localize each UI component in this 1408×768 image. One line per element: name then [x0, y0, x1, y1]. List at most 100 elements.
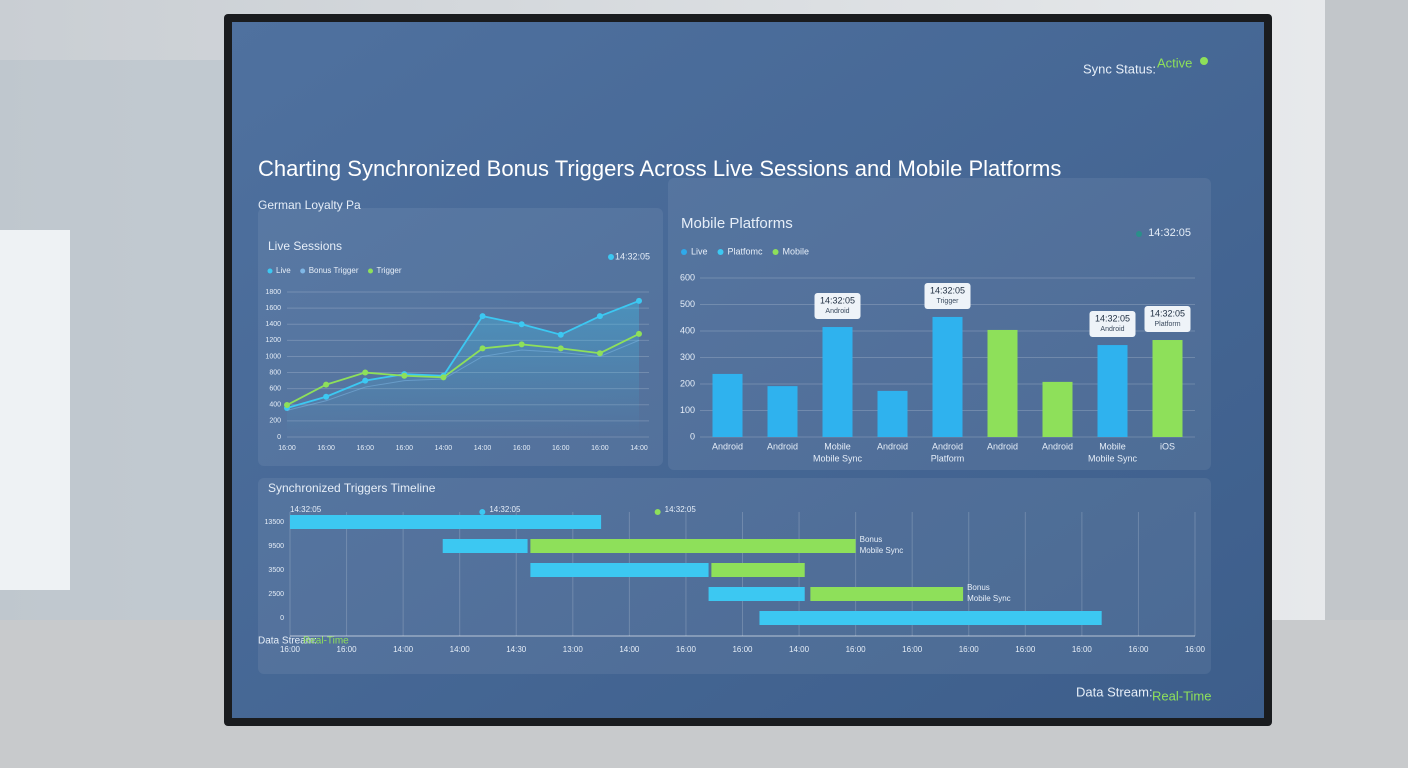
x-tick-label: 16:00 [552, 445, 570, 452]
chart-title: Live Sessions [268, 239, 342, 253]
point [401, 372, 408, 379]
footer-value: Real-Time [1152, 688, 1211, 703]
bar [1042, 381, 1073, 437]
legend-label: Platfomc [728, 246, 764, 256]
chart-title: Synchronized Triggers Timeline [268, 481, 436, 495]
x-tick-label: 16:00 [902, 645, 923, 654]
footer-label-small: Data Stream: [258, 636, 317, 647]
x-tick-label: 14:00 [393, 645, 414, 654]
x-tick-label: Android [987, 441, 1018, 451]
point [323, 393, 330, 400]
line-area [287, 300, 639, 437]
legend-dot [267, 268, 273, 274]
x-tick-label: 16:00 [280, 645, 301, 654]
point [557, 331, 564, 338]
row-label: 3500 [268, 567, 284, 574]
gantt-bar [530, 563, 709, 577]
tooltip-label: Trigger [937, 298, 960, 305]
bar [822, 327, 853, 437]
x-tick-label: Platform [931, 453, 965, 463]
gantt-bar [530, 539, 856, 553]
bar [1152, 340, 1183, 437]
footer-label: Data Stream: [1076, 684, 1153, 699]
x-tick-label: 14:30 [506, 645, 527, 654]
gantt-label: Bonus [860, 535, 883, 544]
time-dot [1136, 231, 1142, 237]
legend-dot [717, 249, 724, 255]
row-label: 0 [280, 615, 284, 622]
x-tick-label: 16:00 [396, 445, 414, 452]
x-tick-label: 16:00 [1185, 645, 1206, 654]
x-tick-label: 14:00 [435, 445, 453, 452]
bar [712, 373, 743, 437]
legend-dot [300, 268, 306, 274]
gantt-bar [810, 587, 964, 601]
line [286, 300, 640, 409]
legend-label: Live [276, 266, 291, 275]
tooltip-time: 14:32:05 [820, 295, 855, 305]
chart-title: Mobile Platforms [681, 215, 793, 232]
tooltip-label: Platform [1154, 321, 1180, 328]
point [557, 345, 564, 352]
screen [232, 22, 1264, 718]
y-tick-label: 1400 [265, 321, 281, 328]
point [479, 313, 486, 320]
x-tick-label: Android [932, 441, 963, 451]
y-tick-label: 600 [269, 386, 281, 393]
x-tick-label: Android [1042, 441, 1073, 451]
tooltip-box [924, 282, 971, 309]
tooltip-time: 14:32:05 [930, 285, 965, 295]
chart-time: 14:32:05 [615, 251, 650, 261]
tooltip-label: Android [1100, 326, 1124, 333]
point [636, 330, 642, 337]
x-tick-label: iOS [1160, 441, 1175, 451]
marker-dot [479, 509, 486, 515]
point [362, 377, 369, 384]
x-tick-label: Android [877, 441, 908, 451]
sync-label: Sync Status: [1083, 61, 1156, 76]
y-tick-label: 1800 [265, 289, 281, 296]
sync-dot [1200, 57, 1208, 65]
marker-label: 14:32:05 [290, 505, 322, 514]
point [518, 341, 525, 348]
tooltip-box [1089, 311, 1136, 338]
x-tick-label: Android [712, 441, 743, 451]
sync-value: Active [1157, 55, 1192, 70]
gantt-bar [711, 563, 805, 577]
gantt-label: Mobile Sync [967, 594, 1011, 603]
x-tick-label: 16:00 [1128, 645, 1149, 654]
x-tick-label: 14:00 [450, 645, 471, 654]
point [636, 297, 642, 304]
legend-label: Live [691, 246, 708, 256]
bar [1097, 345, 1128, 437]
y-tick-label: 100 [680, 405, 695, 415]
point [518, 321, 525, 328]
bar [767, 386, 798, 437]
x-tick-label: 16:00 [317, 445, 335, 452]
legend-dot [368, 268, 373, 274]
point [479, 345, 486, 352]
gantt-bar [442, 539, 528, 553]
legend-dot [772, 249, 779, 255]
window-light [0, 230, 70, 590]
bar [987, 329, 1018, 437]
y-tick-label: 1600 [265, 305, 281, 312]
bar [932, 316, 963, 437]
gantt-bar [290, 515, 602, 529]
x-tick-label: 16:00 [591, 445, 609, 452]
y-tick-label: 600 [680, 272, 695, 282]
row-label: 13500 [265, 519, 285, 526]
x-tick-label: 14:00 [630, 445, 648, 452]
legend-dot [681, 249, 687, 255]
marker-label: 14:32:05 [665, 505, 697, 514]
y-tick-label: 0 [277, 434, 281, 441]
point [596, 313, 603, 320]
bar [877, 390, 908, 437]
x-tick-label: 16:00 [1015, 645, 1036, 654]
x-tick-label: 16:00 [356, 445, 374, 452]
y-tick-label: 200 [680, 378, 695, 388]
x-tick-label: 16:00 [846, 645, 867, 654]
row-label: 2500 [268, 591, 284, 598]
x-tick-label: 16:00 [959, 645, 980, 654]
